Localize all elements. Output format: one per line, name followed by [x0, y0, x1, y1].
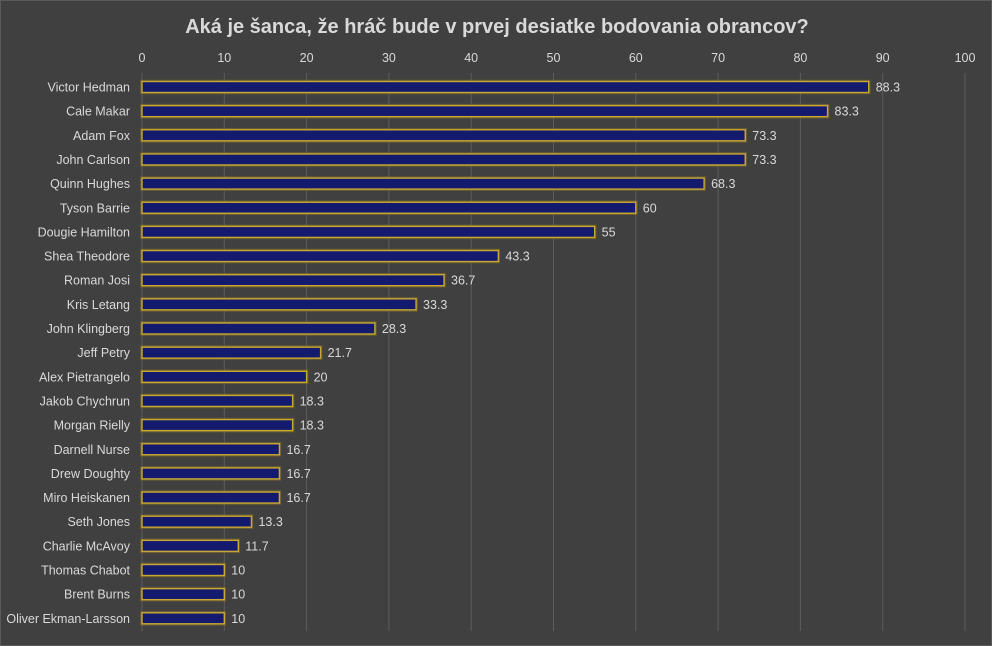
data-label: 16.7	[286, 443, 310, 457]
bar	[141, 153, 746, 166]
bar	[141, 104, 829, 118]
category-label: Morgan Rielly	[54, 419, 131, 433]
bar	[141, 370, 308, 383]
bar	[141, 491, 281, 504]
category-label: Charlie McAvoy	[43, 539, 131, 553]
bar	[141, 274, 445, 287]
bar	[141, 346, 322, 359]
x-tick-label: 80	[793, 51, 807, 65]
data-label: 20	[314, 370, 328, 384]
category-label: Kris Letang	[67, 298, 130, 312]
value-labels: 88.3 83.3 73.3 73.3 68.3 60 55 43.3 36.7 33.3 28.3…	[231, 81, 900, 626]
x-tick-label: 50	[547, 51, 561, 65]
data-label: 60	[643, 201, 657, 215]
x-tick-label: 0	[139, 51, 146, 65]
chart-title: Aká je šanca, že hráč bude v prvej desia…	[185, 16, 809, 38]
category-label: Jeff Petry	[77, 346, 130, 360]
x-tick-label: 90	[876, 51, 890, 65]
category-label: Brent Burns	[64, 588, 130, 602]
category-label: Jakob Chychrun	[40, 394, 130, 408]
bar	[141, 612, 226, 625]
category-label: Cale Makar	[66, 105, 130, 119]
data-label: 16.7	[286, 491, 310, 505]
category-label: Miro Heiskanen	[43, 491, 130, 505]
bar	[141, 177, 705, 190]
category-label: Oliver Ekman-Larsson	[6, 612, 130, 626]
data-label: 10	[231, 612, 245, 626]
bar	[141, 298, 417, 311]
data-label: 73.3	[752, 153, 776, 167]
category-label: Darnell Nurse	[54, 443, 130, 457]
category-label: John Carlson	[56, 153, 130, 167]
x-tick-label: 30	[382, 51, 396, 65]
data-label: 55	[602, 225, 616, 239]
bars	[140, 79, 871, 626]
category-label: Tyson Barrie	[60, 201, 130, 215]
data-label: 10	[231, 588, 245, 602]
bar	[141, 515, 253, 528]
data-label: 36.7	[451, 274, 475, 288]
bar	[141, 539, 239, 553]
category-label: John Klingberg	[47, 322, 130, 336]
x-tick-label: 60	[629, 51, 643, 65]
category-label: Roman Josi	[64, 274, 130, 288]
data-label: 16.7	[286, 467, 310, 481]
bar	[141, 563, 226, 577]
bar	[141, 394, 294, 408]
bar	[141, 322, 376, 335]
category-label: Dougie Hamilton	[38, 225, 130, 239]
data-label: 88.3	[876, 81, 900, 95]
category-label: Quinn Hughes	[50, 177, 130, 191]
bar	[141, 225, 596, 239]
data-label: 43.3	[505, 250, 529, 264]
bar	[141, 467, 281, 480]
x-tick-label: 10	[217, 51, 231, 65]
bar	[141, 201, 637, 214]
category-label: Adam Fox	[73, 129, 131, 143]
x-tick-label: 70	[711, 51, 725, 65]
category-labels: Victor Hedman Cale Makar Adam Fox John Carl…	[6, 81, 130, 626]
bar	[141, 80, 870, 94]
data-label: 10	[231, 564, 245, 578]
data-label: 13.3	[258, 515, 282, 529]
x-axis-ticks: 0 10 20 30 40 50 60 70 80 90 100	[139, 51, 976, 65]
data-label: 33.3	[423, 298, 447, 312]
data-label: 11.7	[245, 539, 268, 553]
category-label: Seth Jones	[67, 515, 130, 529]
data-label: 28.3	[382, 322, 406, 336]
category-label: Drew Doughty	[51, 467, 131, 481]
category-label: Thomas Chabot	[41, 564, 130, 578]
data-label: 18.3	[300, 419, 324, 433]
bar	[141, 443, 281, 456]
data-label: 68.3	[711, 177, 735, 191]
x-tick-label: 100	[955, 51, 976, 65]
data-label: 18.3	[300, 394, 324, 408]
category-label: Shea Theodore	[44, 250, 130, 264]
category-label: Victor Hedman	[48, 81, 130, 95]
category-label: Alex Pietrangelo	[39, 370, 130, 384]
data-label: 21.7	[328, 346, 352, 360]
data-label: 83.3	[835, 105, 859, 119]
bar	[141, 418, 294, 432]
bar	[141, 249, 500, 263]
x-tick-label: 40	[464, 51, 478, 65]
bar	[141, 587, 226, 601]
x-tick-label: 20	[300, 51, 314, 65]
data-label: 73.3	[752, 129, 776, 143]
bar	[141, 129, 746, 142]
